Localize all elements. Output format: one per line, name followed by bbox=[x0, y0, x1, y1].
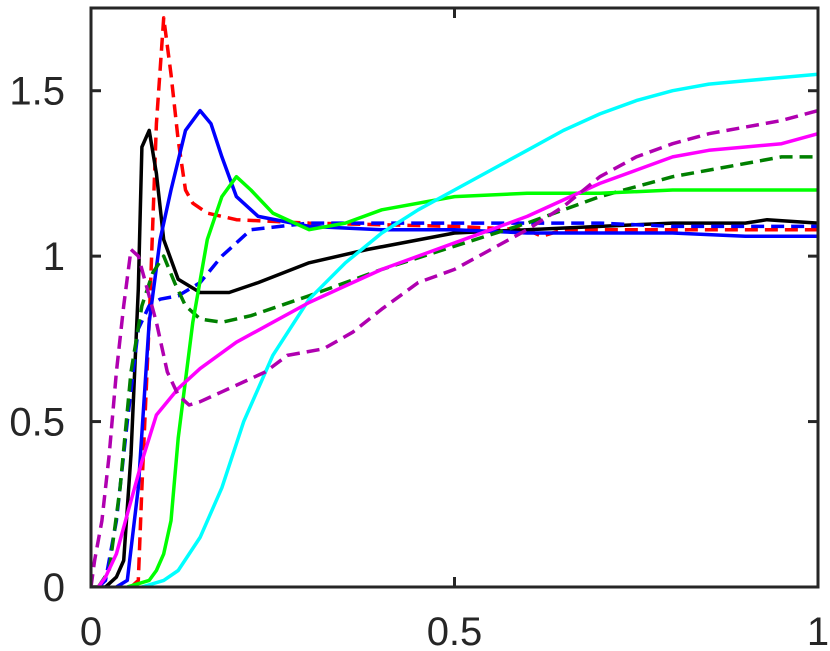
series-line-9 bbox=[91, 108, 818, 587]
series-line-7 bbox=[141, 72, 818, 587]
series-line-5 bbox=[96, 155, 818, 587]
series-line-6 bbox=[126, 174, 818, 587]
x-tick-label: 1 bbox=[807, 610, 829, 651]
tick-labels-layer: 0 0.5 1 0 0.5 1 1.5 bbox=[9, 70, 829, 651]
y-tick-label: 1 bbox=[43, 235, 65, 279]
x-tick-label: 0.5 bbox=[427, 610, 483, 651]
y-tick-label: 0 bbox=[43, 566, 65, 610]
ticks-layer bbox=[89, 8, 820, 589]
series-line-2 bbox=[91, 128, 818, 587]
series-layer bbox=[91, 16, 818, 587]
series-line-8 bbox=[96, 132, 818, 587]
series-line-4 bbox=[97, 221, 818, 587]
y-tick-label: 0.5 bbox=[9, 401, 65, 445]
series-line-1 bbox=[129, 16, 818, 587]
x-tick-label: 0 bbox=[80, 610, 102, 651]
y-tick-label: 1.5 bbox=[9, 70, 65, 114]
axes-box bbox=[89, 6, 820, 589]
